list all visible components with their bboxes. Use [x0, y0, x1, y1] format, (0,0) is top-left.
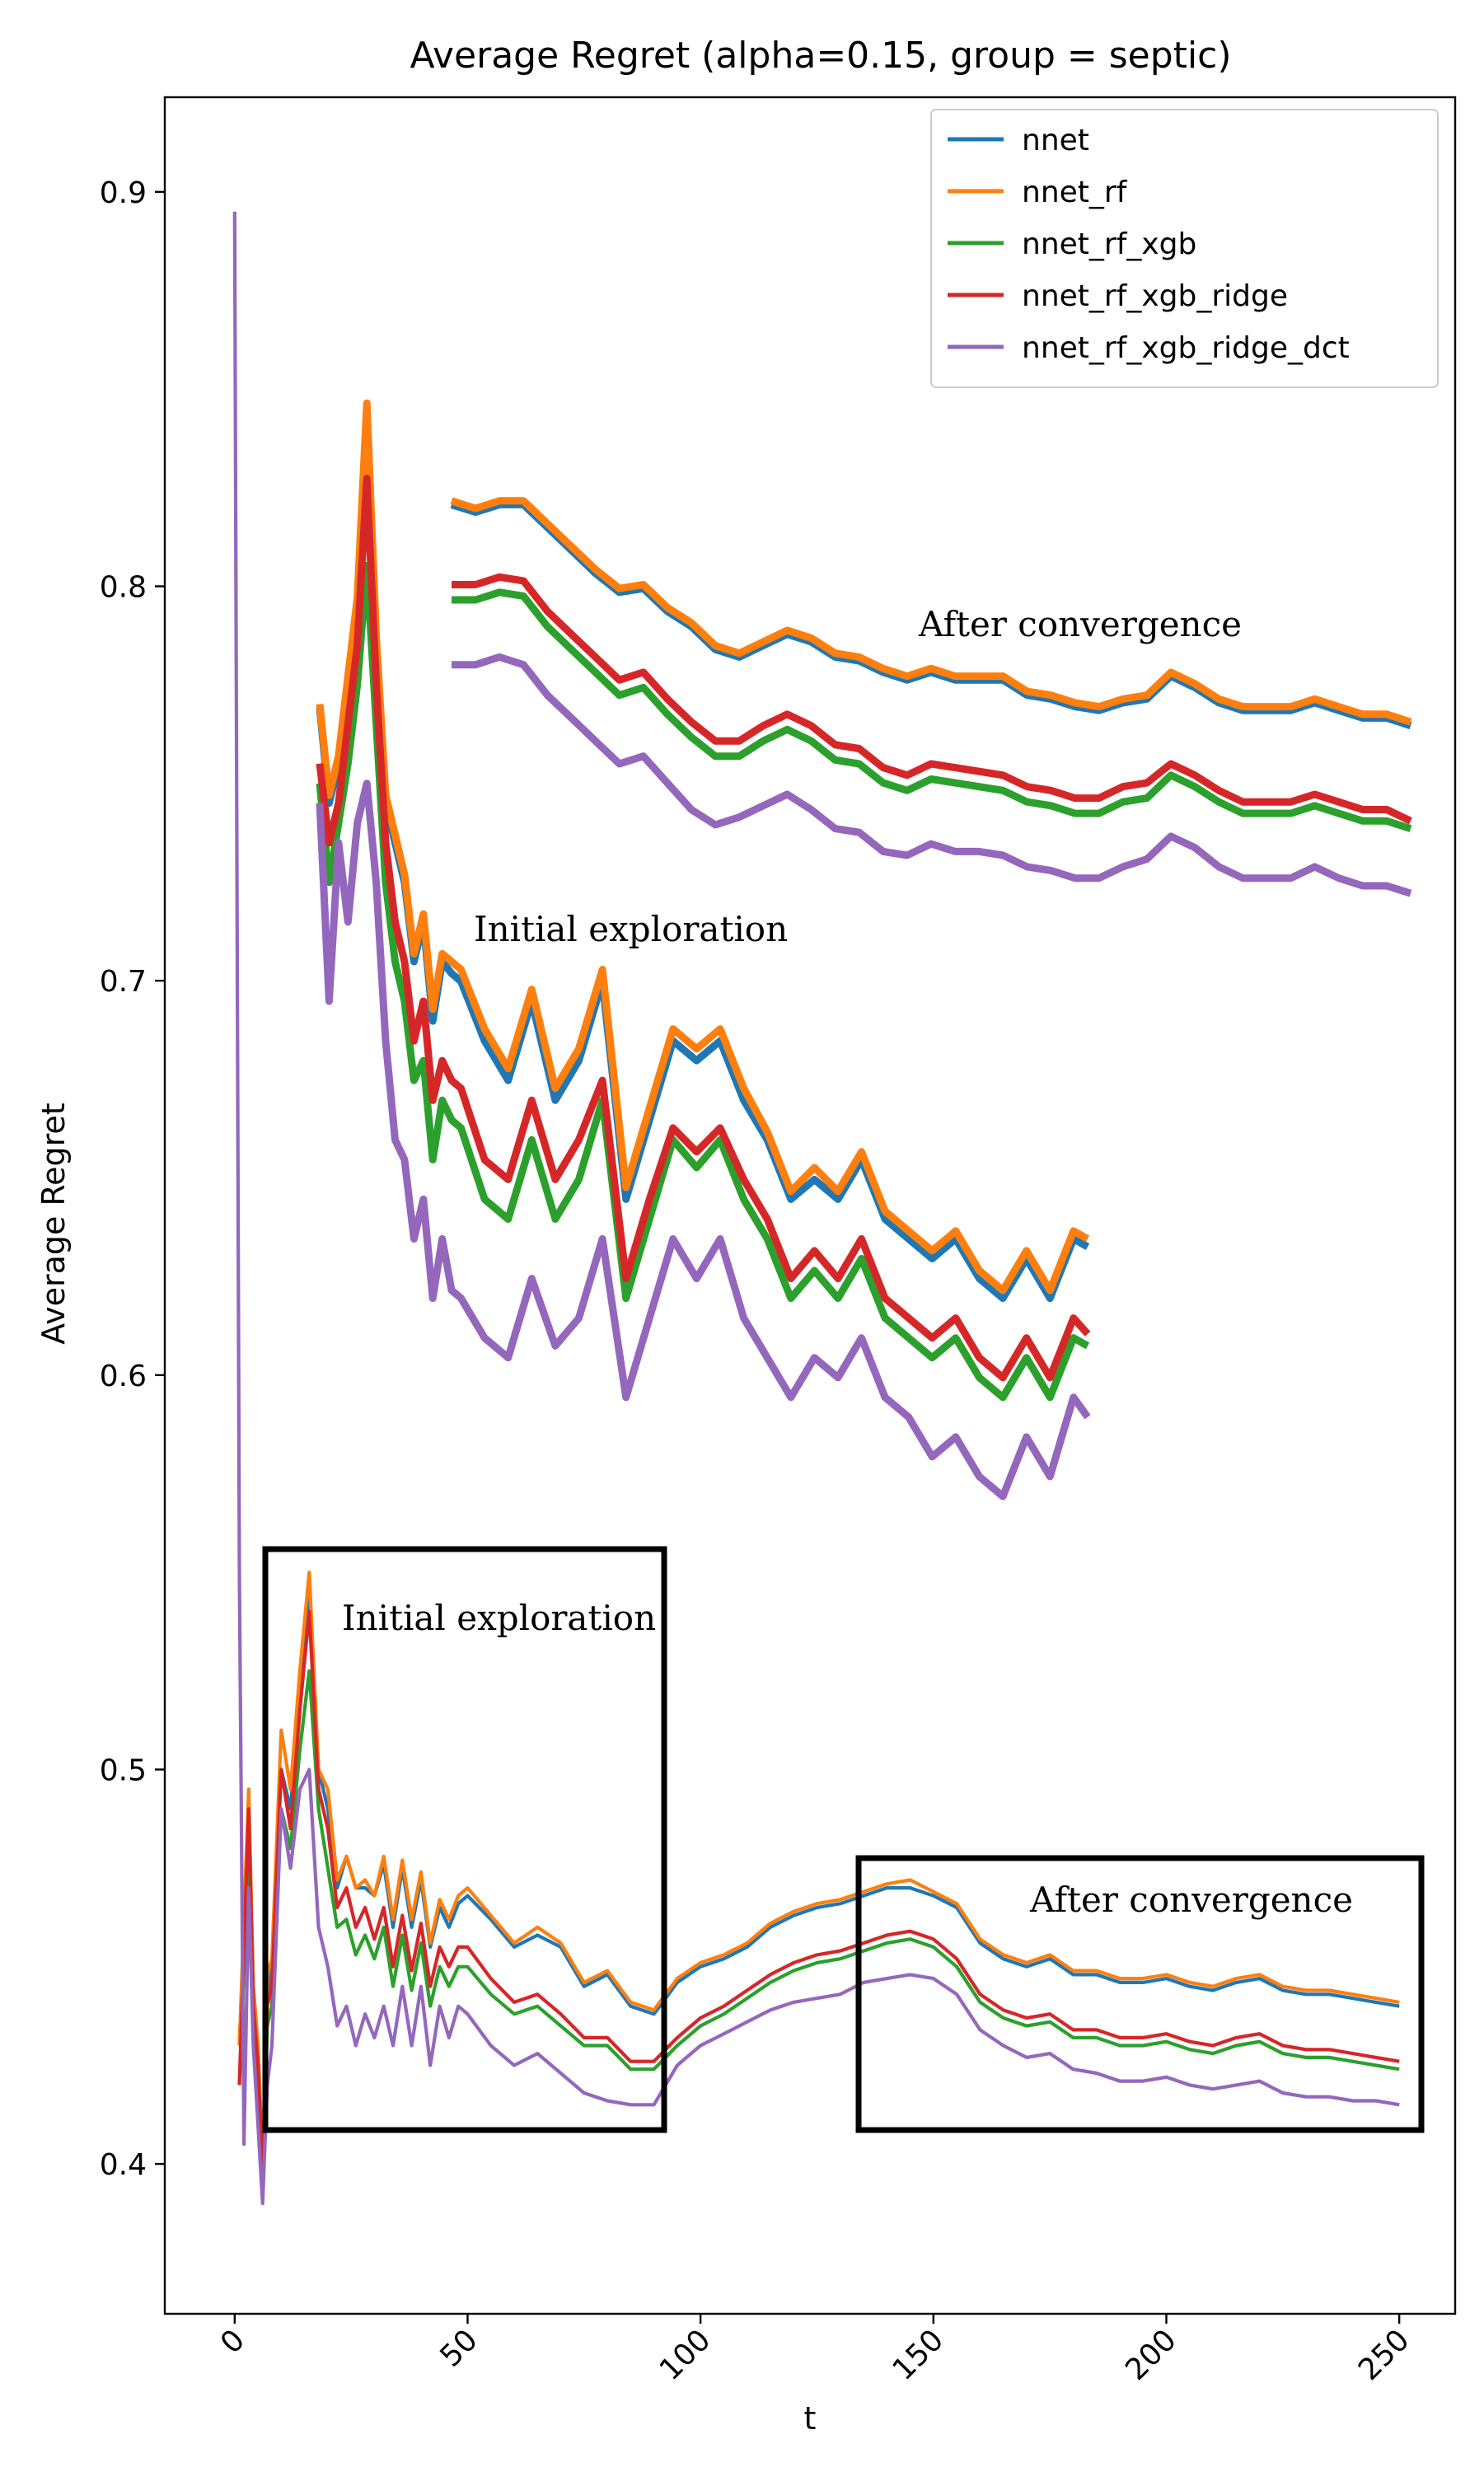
initial-exploration-inset: [316, 399, 1091, 1501]
inset-line-nnet_rf_xgb_ridge: [452, 573, 1412, 825]
y-tick-label: 0.4: [100, 2148, 147, 2182]
axes-layer: 0.40.50.60.70.80.90 50 100 150 200 250: [100, 96, 1457, 2387]
legend-label-nnet_rf_xgb: nnet_rf_xgb: [1022, 227, 1196, 261]
plot-frame: [163, 96, 1457, 2315]
initial-exploration-box: [262, 1546, 667, 2133]
series-line-nnet_rf: [237, 1571, 1400, 2166]
x-axis-label: t: [804, 2400, 817, 2437]
y-tick-label: 0.5: [100, 1753, 147, 1787]
legend-label-nnet: nnet: [1022, 124, 1089, 157]
series-line-nnet_rf_xgb: [237, 1669, 1400, 2174]
y-tick-label: 0.9: [100, 176, 147, 210]
data-layer: [232, 211, 1400, 2206]
y-tick-label: 0.7: [100, 965, 147, 999]
after-convergence-inset: [450, 497, 1412, 897]
inset-line-nnet_rf_xgb_ridge_dct: [316, 780, 1091, 1501]
legend-label-nnet_rf_xgb_ridge: nnet_rf_xgb_ridge: [1022, 279, 1288, 313]
inset-line-nnet_rf_xgb_ridge_dct: [452, 653, 1412, 897]
y-tick-label: 0.8: [100, 571, 147, 605]
annotation-box: Initial exploration: [342, 1598, 656, 1638]
annotation-inset: Initial exploration: [474, 909, 788, 949]
legend-label-nnet_rf_xgb_ridge_dct: nnet_rf_xgb_ridge_dct: [1022, 331, 1350, 365]
inset-line-nnet_rf: [450, 497, 1412, 726]
y-axis-label: Average Regret: [35, 1103, 72, 1344]
inset-line-nnet_rf_xgb: [452, 588, 1412, 832]
inset-line-nnet_rf_xgb_ridge: [316, 475, 1091, 1382]
annotation-inset: After convergence: [918, 604, 1242, 644]
legend-label-nnet_rf: nnet_rf: [1022, 176, 1128, 209]
inset-layer: [316, 399, 1412, 1501]
annotation-box: After convergence: [1029, 1880, 1353, 1920]
chart-title: Average Regret (alpha=0.15, group = sept…: [410, 35, 1231, 77]
legend-box: [930, 109, 1439, 388]
series-line-nnet_rf_xgb_ridge_dct: [232, 211, 1400, 2206]
y-tick-label: 0.6: [100, 1360, 147, 1393]
after-convergence-box: [855, 1855, 1425, 2133]
box-layer: [262, 1546, 1425, 2133]
legend: nnet nnet_rf nnet_rf_xgb nnet_rf_xgb_ridgen…: [930, 109, 1439, 388]
series-line-nnet_rf_xgb_ridge: [237, 1609, 1400, 2174]
annotation-layer: Initial exploration After convergence Init…: [342, 604, 1353, 1920]
